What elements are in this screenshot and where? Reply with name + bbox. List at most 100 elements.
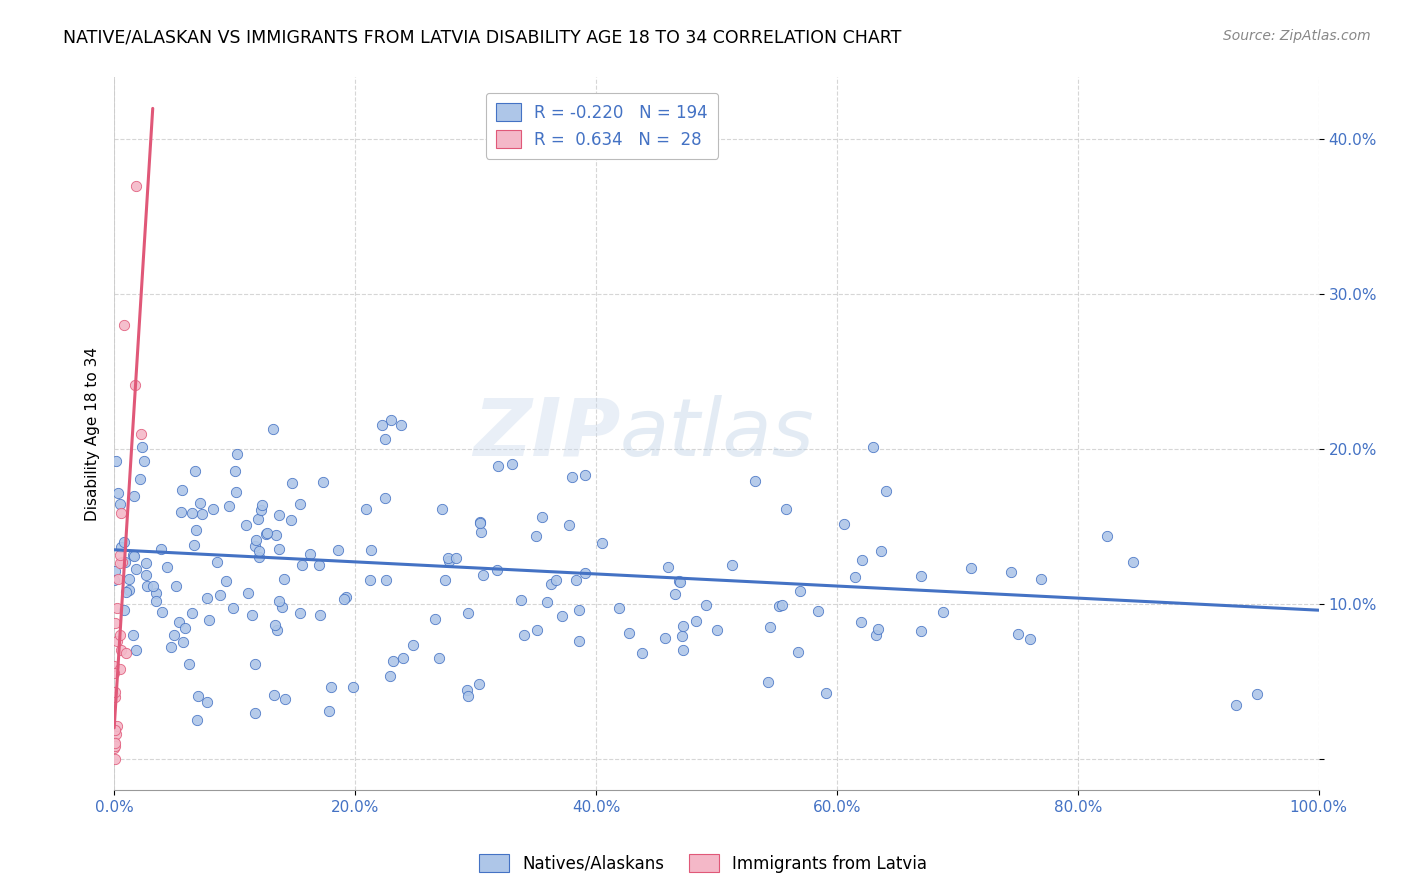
Point	[787, 645, 810, 659]
Point	[243, 706, 266, 721]
Point	[654, 631, 676, 645]
Point	[236, 585, 259, 599]
Point	[960, 561, 983, 575]
Point	[104, 723, 127, 737]
Point	[865, 627, 887, 641]
Point	[111, 556, 134, 570]
Text: NATIVE/ALASKAN VS IMMIGRANTS FROM LATVIA DISABILITY AGE 18 TO 34 CORRELATION CHA: NATIVE/ALASKAN VS IMMIGRANTS FROM LATVIA…	[63, 29, 901, 46]
Point	[135, 567, 157, 582]
Point	[172, 483, 194, 497]
Point	[456, 682, 478, 697]
Point	[389, 418, 412, 433]
Point	[446, 551, 468, 566]
Point	[188, 496, 211, 510]
Point	[558, 517, 581, 532]
Point	[118, 572, 141, 586]
Point	[832, 516, 855, 531]
Point	[360, 542, 382, 557]
Point	[468, 677, 491, 691]
Point	[256, 526, 278, 541]
Legend: Natives/Alaskans, Immigrants from Latvia: Natives/Alaskans, Immigrants from Latvia	[472, 847, 934, 880]
Point	[335, 591, 357, 605]
Point	[851, 552, 873, 566]
Point	[267, 508, 290, 523]
Point	[672, 643, 695, 657]
Point	[380, 413, 402, 427]
Point	[1031, 572, 1053, 586]
Point	[252, 498, 274, 512]
Point	[565, 573, 588, 587]
Point	[105, 454, 128, 468]
Point	[240, 607, 263, 622]
Point	[932, 605, 955, 619]
Point	[165, 579, 187, 593]
Point	[664, 587, 686, 601]
Point	[1018, 632, 1040, 647]
Point	[568, 603, 591, 617]
Point	[150, 605, 173, 619]
Point	[574, 468, 596, 483]
Point	[319, 680, 342, 694]
Point	[668, 574, 690, 589]
Point	[124, 549, 146, 564]
Point	[172, 635, 194, 649]
Point	[274, 692, 297, 706]
Point	[359, 573, 381, 587]
Point	[264, 528, 287, 542]
Point	[910, 624, 932, 639]
Point	[205, 555, 228, 569]
Point	[468, 515, 491, 529]
Point	[526, 623, 548, 637]
Point	[114, 534, 136, 549]
Point	[107, 718, 129, 732]
Point	[103, 564, 125, 578]
Point	[744, 474, 766, 488]
Point	[190, 507, 212, 521]
Text: ZIP: ZIP	[472, 394, 620, 473]
Point	[180, 506, 202, 520]
Point	[862, 440, 884, 454]
Point	[342, 681, 364, 695]
Point	[243, 657, 266, 671]
Point	[155, 560, 177, 574]
Point	[160, 640, 183, 654]
Point	[540, 577, 562, 591]
Point	[551, 609, 574, 624]
Point	[1007, 627, 1029, 641]
Point	[104, 739, 127, 753]
Point	[262, 423, 284, 437]
Text: Source: ZipAtlas.com: Source: ZipAtlas.com	[1223, 29, 1371, 43]
Point	[437, 550, 460, 565]
Point	[129, 472, 152, 486]
Point	[266, 623, 288, 637]
Point	[721, 558, 744, 573]
Point	[104, 752, 127, 766]
Point	[668, 574, 690, 589]
Point	[254, 526, 277, 541]
Point	[354, 502, 377, 516]
Point	[149, 541, 172, 556]
Point	[145, 585, 167, 599]
Point	[131, 440, 153, 454]
Point	[333, 591, 356, 606]
Point	[486, 458, 509, 473]
Point	[247, 511, 270, 525]
Point	[103, 658, 125, 673]
Point	[135, 579, 157, 593]
Point	[423, 612, 446, 626]
Point	[263, 688, 285, 702]
Point	[186, 713, 208, 727]
Point	[288, 607, 311, 621]
Point	[849, 615, 872, 629]
Point	[308, 608, 330, 623]
Point	[222, 601, 245, 615]
Point	[118, 582, 141, 597]
Point	[759, 620, 782, 634]
Point	[250, 503, 273, 517]
Point	[574, 566, 596, 580]
Point	[125, 561, 148, 575]
Point	[129, 426, 152, 441]
Point	[103, 735, 125, 749]
Point	[235, 518, 257, 533]
Point	[135, 556, 157, 570]
